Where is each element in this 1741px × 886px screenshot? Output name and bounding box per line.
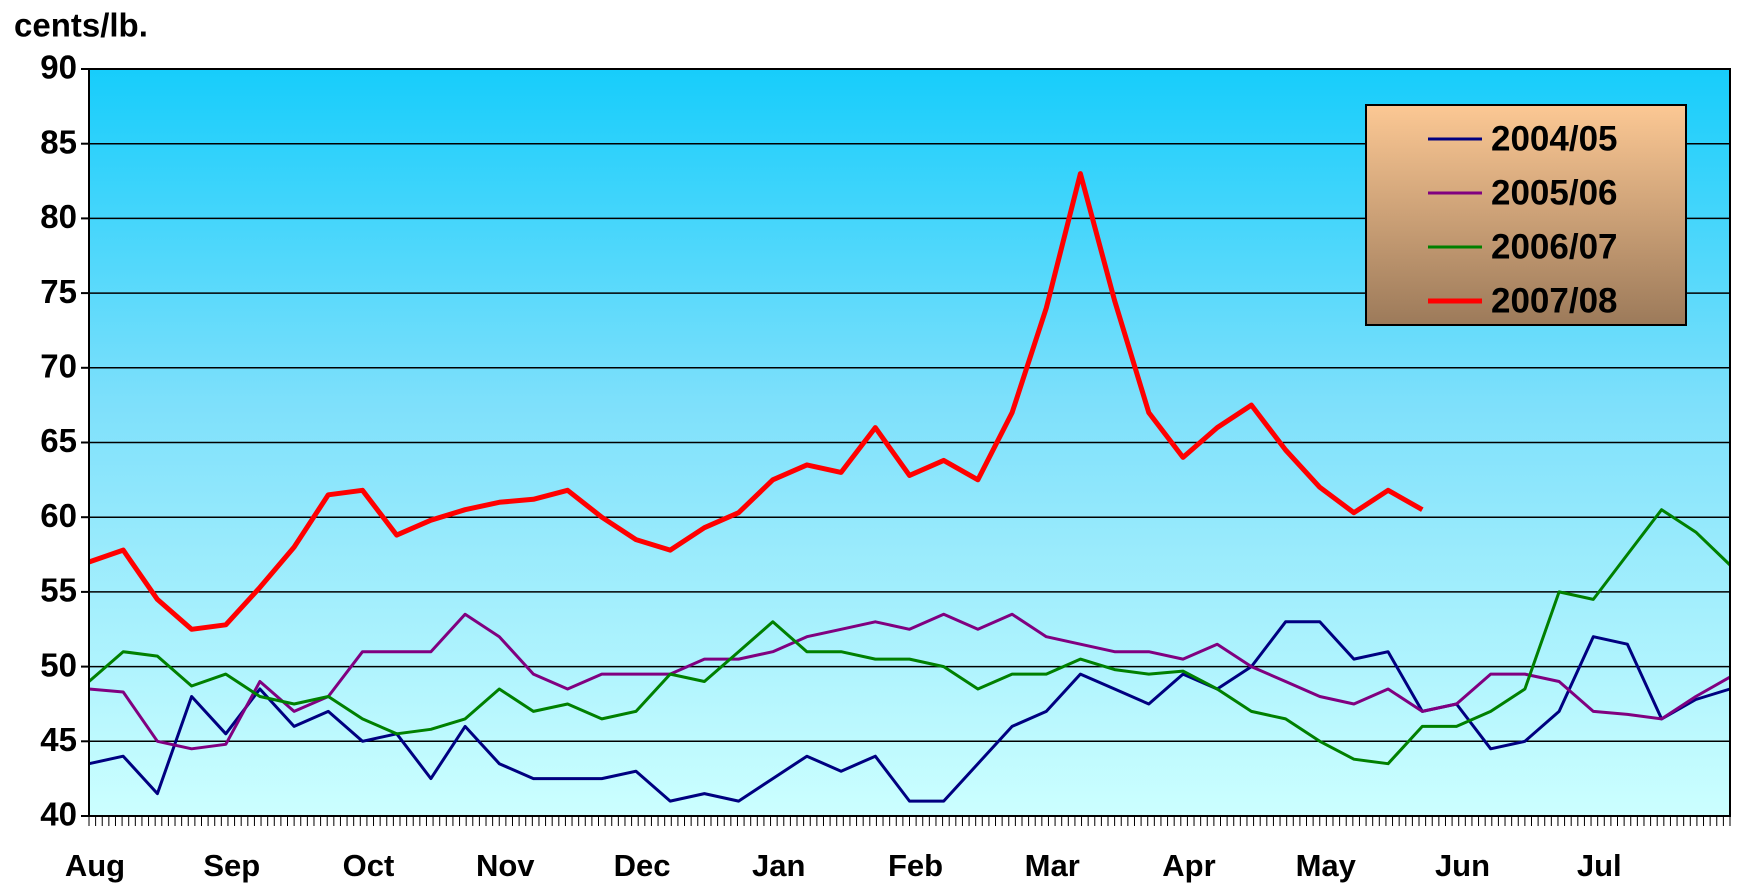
- y-tick-label: 75: [40, 273, 77, 310]
- x-tick-label: Dec: [614, 848, 671, 883]
- legend-label: 2007/08: [1491, 281, 1618, 320]
- y-tick-label: 60: [40, 497, 77, 534]
- y-tick-label: 80: [40, 198, 77, 235]
- x-tick-label: Apr: [1162, 848, 1215, 883]
- x-tick-label: Jun: [1435, 848, 1490, 883]
- y-tick-label: 70: [40, 348, 77, 385]
- x-tick-label: Sep: [203, 848, 260, 883]
- y-tick-label: 40: [40, 796, 77, 833]
- y-tick-label: 90: [40, 49, 77, 86]
- plot-border: [88, 68, 1731, 817]
- x-tick-label: Feb: [888, 848, 943, 883]
- y-axis-label: cents/lb.: [14, 7, 148, 44]
- y-tick-label: 65: [40, 422, 77, 459]
- y-tick-label: 45: [40, 721, 77, 758]
- x-tick-label: Aug: [65, 848, 125, 883]
- legend-label: 2006/07: [1491, 227, 1618, 266]
- series-line: [88, 508, 1732, 766]
- x-tick-label: Jan: [752, 848, 805, 883]
- x-tick-label: Nov: [476, 848, 535, 883]
- y-tick-label: 85: [40, 123, 77, 160]
- x-tick-label: Mar: [1025, 848, 1080, 883]
- legend-label: 2004/05: [1491, 119, 1618, 158]
- legend-box: [1365, 104, 1687, 326]
- series-line: [88, 612, 1731, 751]
- legend-label: 2005/06: [1491, 173, 1618, 212]
- y-tick-label: 55: [40, 572, 77, 609]
- series-line: [88, 171, 1424, 632]
- x-tick-label: Jul: [1577, 848, 1622, 883]
- y-tick-label: 50: [40, 646, 77, 683]
- x-tick-label: May: [1296, 848, 1357, 883]
- x-tick-label: Oct: [343, 848, 395, 883]
